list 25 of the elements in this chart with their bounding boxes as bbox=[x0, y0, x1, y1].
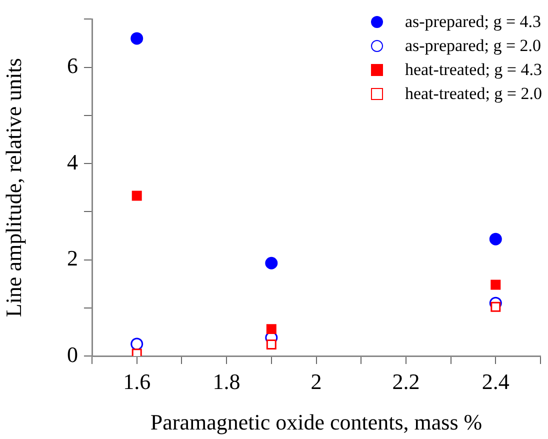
x-axis-title: Paramagnetic oxide contents, mass % bbox=[150, 410, 482, 435]
x-tick-label: 2 bbox=[310, 368, 322, 394]
y-tick-label: 4 bbox=[67, 149, 78, 174]
x-tick-label: 2.4 bbox=[482, 368, 510, 394]
y-tick-label: 0 bbox=[67, 342, 78, 367]
point bbox=[265, 256, 278, 270]
legend-label: as-prepared; g = 4.3 bbox=[404, 11, 542, 33]
point bbox=[489, 232, 502, 246]
legend-label: heat-treated; g = 4.3 bbox=[404, 59, 542, 81]
point bbox=[132, 190, 142, 201]
point bbox=[490, 302, 501, 312]
legend-label: heat-treated; g = 2.0 bbox=[404, 83, 542, 105]
point bbox=[130, 32, 144, 45]
x-tick-label: 1.8 bbox=[212, 368, 240, 394]
point bbox=[266, 324, 276, 334]
legend-label: as-prepared; g = 2.0 bbox=[404, 35, 542, 57]
point bbox=[132, 348, 142, 356]
point bbox=[490, 280, 501, 290]
x-tick-label: 1.6 bbox=[123, 368, 151, 394]
y-tick-label: 6 bbox=[67, 53, 78, 78]
point bbox=[130, 338, 144, 350]
y-tick-label: 2 bbox=[67, 246, 78, 271]
x-tick-label: 2.2 bbox=[392, 368, 420, 394]
point bbox=[266, 339, 276, 350]
y-axis-title: Line amplitude, relative units bbox=[0, 58, 26, 318]
